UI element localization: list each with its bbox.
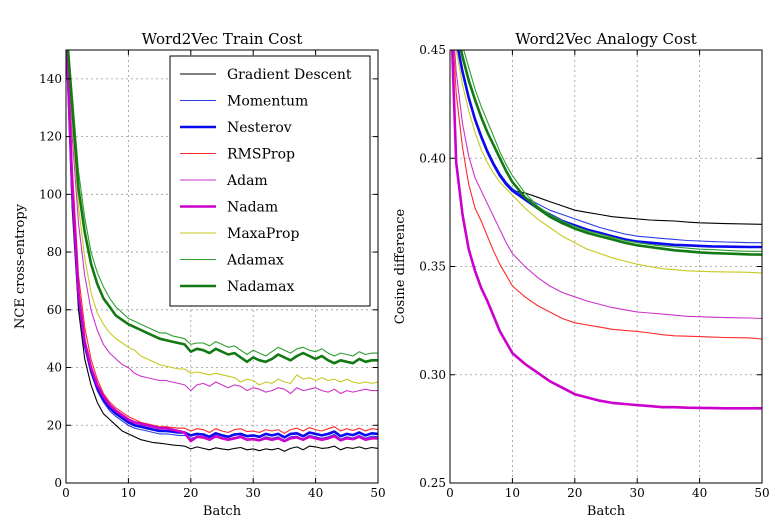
legend-label: Nadam — [227, 200, 278, 216]
analogy-x-axis-label: Batch — [587, 504, 626, 519]
legend-label: Adamax — [226, 253, 284, 269]
x-tick-label: 10 — [505, 486, 520, 500]
analogy-gridlines — [450, 50, 762, 483]
train-plot-frame — [65, 49, 379, 484]
x-tick-label: 20 — [183, 486, 198, 500]
legend-label: Gradient Descent — [227, 67, 352, 83]
train-series-line-8 — [66, 50, 378, 365]
analogy-series-line-7 — [463, 50, 762, 252]
train-series-line-2 — [66, 50, 378, 439]
x-tick-label: 40 — [308, 486, 323, 500]
train-x-axis-label: Batch — [203, 504, 242, 519]
legend-box — [169, 55, 371, 307]
y-tick-label: 100 — [39, 187, 62, 201]
analogy-chart-title: Word2Vec Analogy Cost — [515, 30, 697, 48]
y-tick-label: 0.35 — [419, 260, 446, 274]
train-series-line-6 — [67, 50, 378, 386]
analogy-series-line-8 — [459, 50, 762, 256]
y-tick-label: 20 — [47, 418, 62, 432]
legend-label: Momentum — [227, 94, 308, 110]
x-tick-label: 0 — [62, 486, 70, 500]
analogy-series-line-4 — [454, 50, 762, 320]
train-series-group — [66, 50, 378, 452]
analogy-cost-chart: 0 10 20 30 40 50 0.25 0.30 0.35 0.40 0.45 Word2Vec … — [393, 30, 770, 519]
train-chart-title: Word2Vec Train Cost — [142, 30, 303, 48]
analogy-series-line-6 — [455, 50, 762, 274]
legend-label: Nesterov — [227, 120, 292, 136]
y-tick-label: 0 — [54, 476, 62, 490]
train-y-axis-label: NCE cross-entropy — [13, 203, 28, 329]
y-tick-label: 80 — [47, 245, 62, 259]
train-series-line-7 — [67, 50, 378, 357]
y-tick-label: 0.40 — [419, 151, 446, 165]
x-tick-label: 30 — [246, 486, 261, 500]
x-tick-label: 20 — [567, 486, 582, 500]
y-tick-label: 40 — [47, 361, 62, 375]
y-tick-label: 60 — [47, 303, 62, 317]
y-tick-label: 0.45 — [419, 43, 446, 57]
train-series-line-0 — [66, 50, 378, 452]
y-tick-label: 140 — [39, 72, 62, 86]
legend-label: Adam — [226, 173, 268, 189]
analogy-y-axis-label: Cosine difference — [393, 208, 408, 324]
train-series-line-4 — [67, 50, 378, 395]
x-tick-label: 50 — [370, 486, 385, 500]
analogy-series-group — [450, 50, 762, 410]
x-tick-label: 50 — [754, 486, 769, 500]
legend-label: Nadamax — [227, 279, 295, 295]
y-tick-label: 0.30 — [419, 368, 446, 382]
analogy-series-line-2 — [456, 50, 762, 249]
legend-label: MaxaProp — [227, 226, 299, 242]
legend: Gradient Descent Momentum Nesterov RMSProp A… — [169, 55, 371, 307]
analogy-series-line-3 — [453, 50, 762, 340]
x-tick-label: 0 — [446, 486, 454, 500]
train-series-line-5 — [66, 50, 378, 443]
analogy-series-line-5 — [450, 50, 762, 410]
x-tick-label: 10 — [121, 486, 136, 500]
train-series-line-3 — [66, 50, 378, 434]
x-tick-label: 40 — [692, 486, 707, 500]
x-tick-label: 30 — [630, 486, 645, 500]
y-tick-label: 120 — [39, 130, 62, 144]
train-cost-chart: 0 10 20 30 40 50 0 20 40 60 80 100 120 140 Word2Vec Tr… — [13, 30, 386, 519]
legend-label: RMSProp — [227, 147, 295, 163]
y-tick-label: 0.25 — [419, 476, 446, 490]
